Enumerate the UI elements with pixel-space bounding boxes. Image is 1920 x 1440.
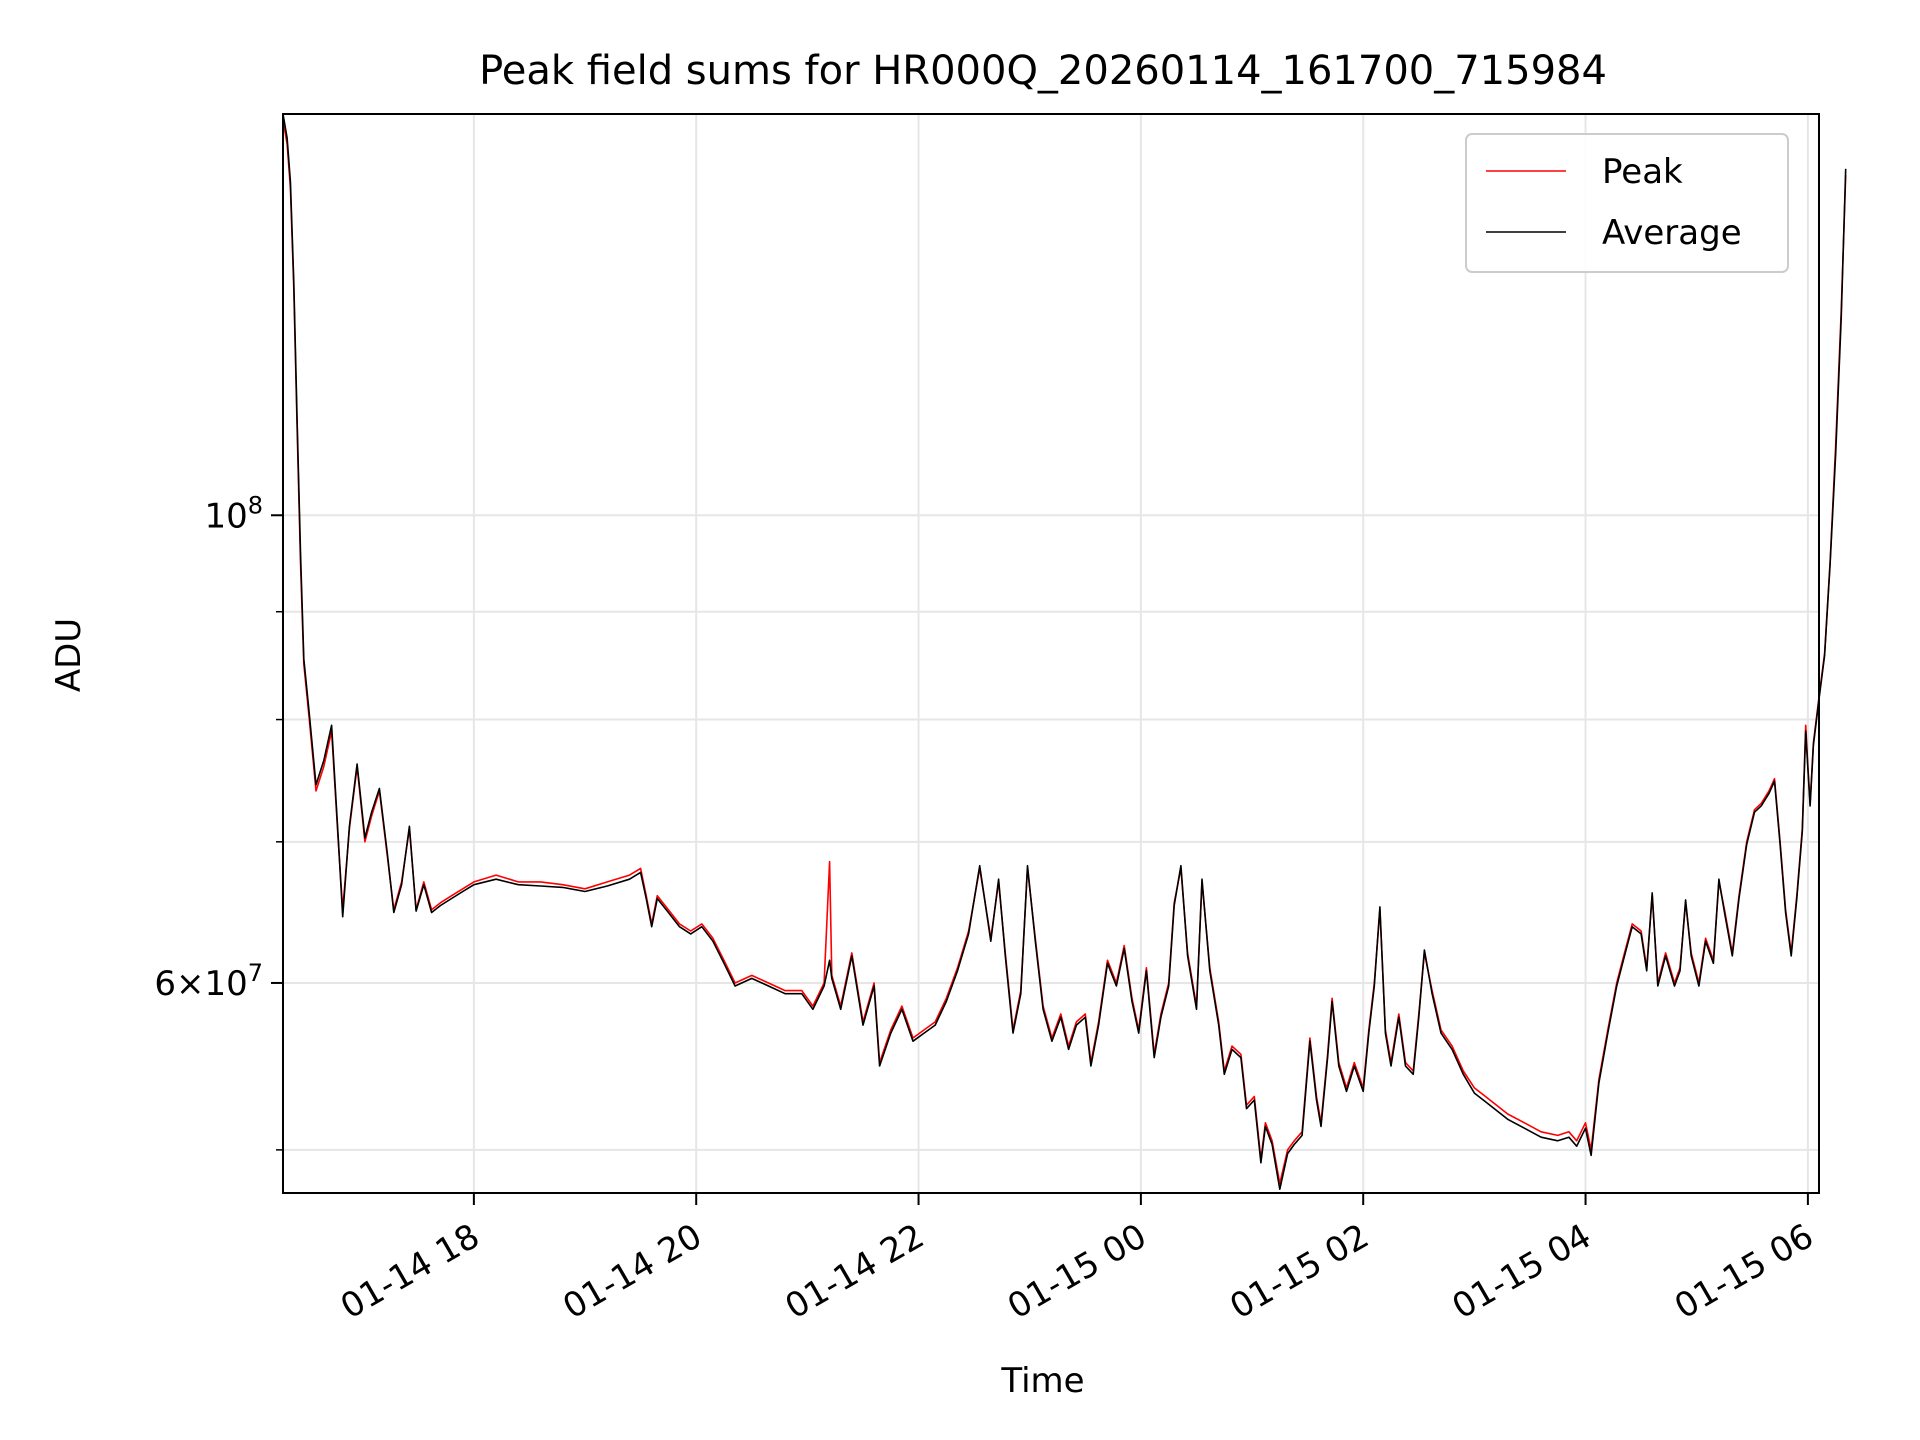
series-line-average xyxy=(282,113,1847,1190)
grid xyxy=(283,114,1819,1193)
legend-box xyxy=(1465,133,1789,273)
y-tick-label: 108 xyxy=(204,491,263,536)
legend-label-peak: Peak xyxy=(1602,152,1683,192)
y-tick-label: 6×107 xyxy=(154,959,263,1004)
chart-title: Peak field sums for HR000Q_20260114_1617… xyxy=(479,48,1607,94)
series-layer xyxy=(282,113,1847,1190)
legend-label-average: Average xyxy=(1602,213,1742,253)
legend: Peak Average xyxy=(1465,133,1789,273)
y-axis-label: ADU xyxy=(49,618,89,692)
x-axis-label: Time xyxy=(1000,1361,1084,1401)
plot-frame xyxy=(282,113,1820,1194)
